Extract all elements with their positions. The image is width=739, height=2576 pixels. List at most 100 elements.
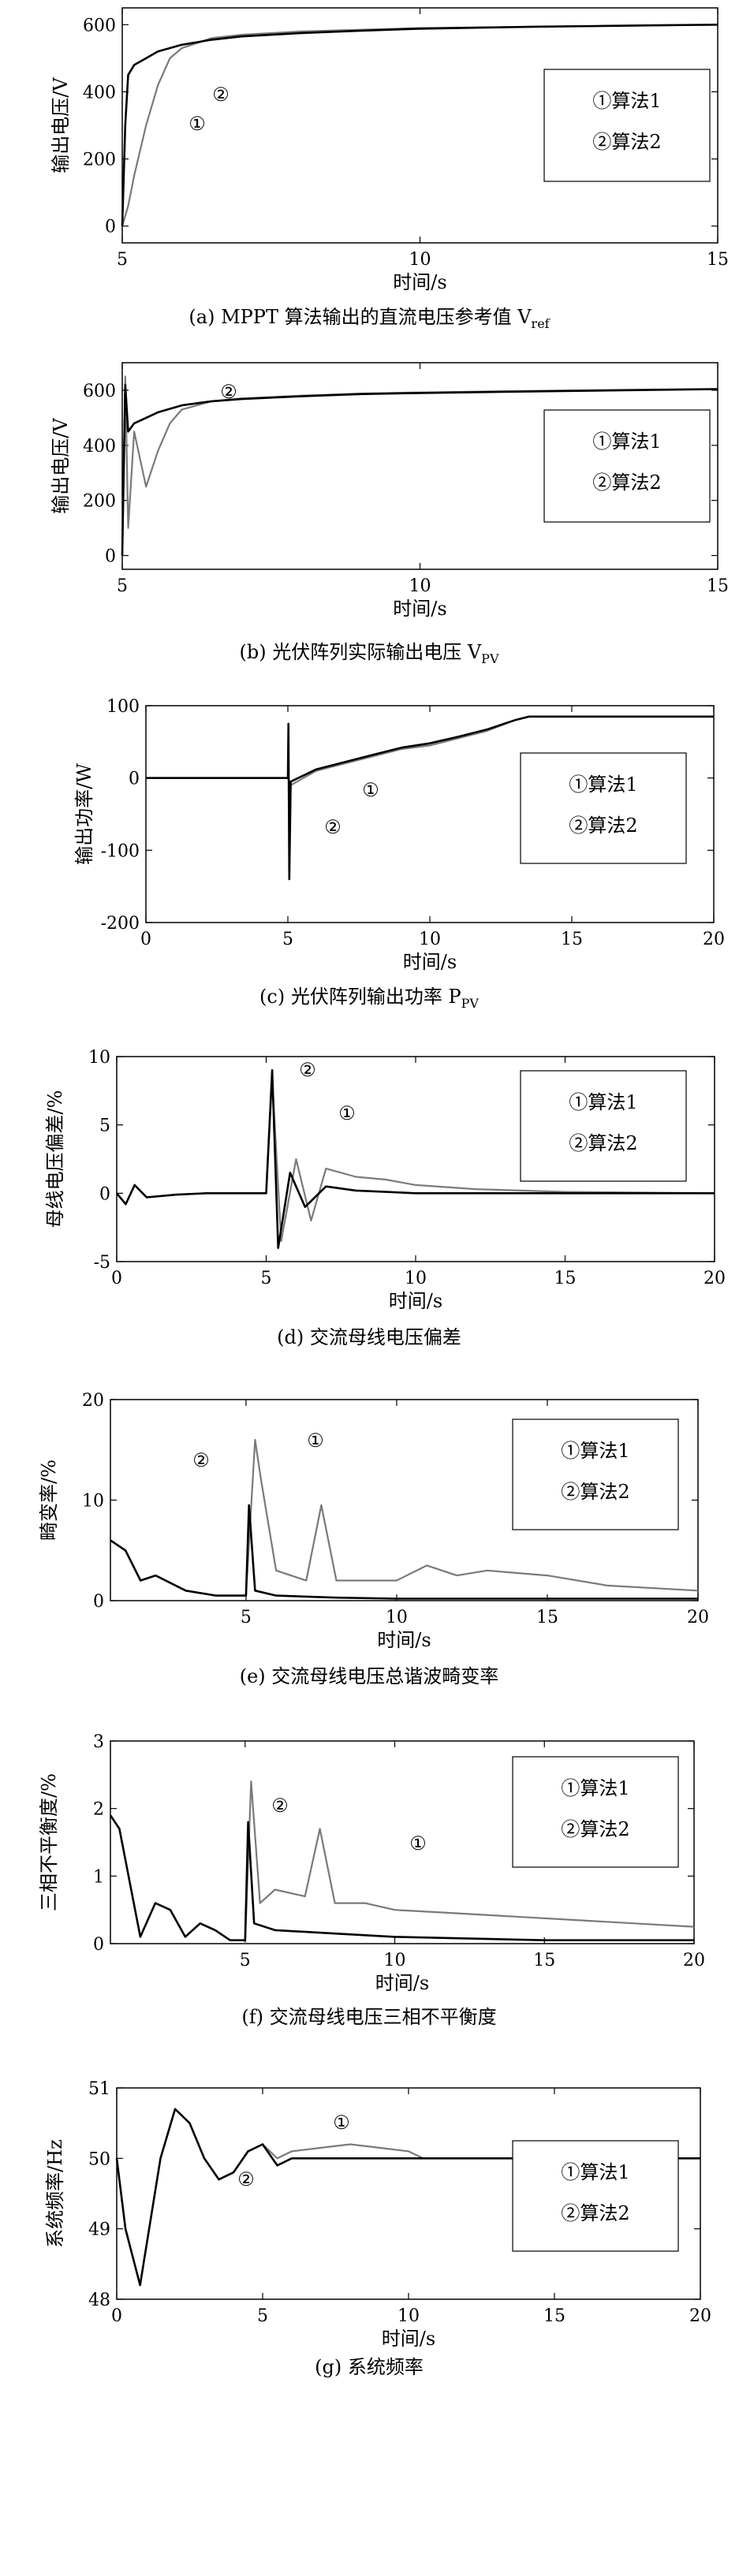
y-tick-label: 200 xyxy=(83,151,116,170)
y-tick-label: 48 xyxy=(88,2291,110,2310)
legend-entry: ①算法1 xyxy=(569,774,637,796)
figure-caption: (d) 交流母线电压偏差 xyxy=(277,1326,461,1348)
x-tick-label: 5 xyxy=(257,2306,268,2326)
legend-entry: ②算法2 xyxy=(569,815,637,837)
y-axis-label: 母线电压偏差/% xyxy=(44,1090,66,1228)
series-line-2 xyxy=(110,1504,698,1600)
y-tick-label: 200 xyxy=(83,492,116,512)
legend-entry: ①算法1 xyxy=(561,1440,629,1462)
series-line-2 xyxy=(109,1814,694,1941)
y-tick-label: 0 xyxy=(99,1184,110,1204)
annotation-marker: ① xyxy=(333,2112,350,2134)
annotation-marker: ② xyxy=(220,381,237,403)
x-tick-label: 5 xyxy=(117,250,128,270)
legend-entry: ①算法1 xyxy=(592,90,661,112)
x-tick-label: 10 xyxy=(409,250,431,270)
y-axis-label: 输出功率/W xyxy=(73,763,95,865)
y-tick-label: 0 xyxy=(93,1592,104,1612)
x-tick-label: 20 xyxy=(689,2306,711,2326)
annotation-marker: ② xyxy=(271,1795,289,1817)
annotation-marker: ① xyxy=(338,1102,356,1124)
chart-a: 5 10 15 0 200 400 600 时间/s 输出电压/V ②① ①算法1 ②算法2 (a) M… xyxy=(50,7,729,331)
x-axis-label: 时间/s xyxy=(393,598,446,620)
y-tick-label: 0 xyxy=(129,770,140,789)
figure-caption: (c) 光伏阵列输出功率 PPV xyxy=(259,986,479,1011)
legend-entry: ②算法2 xyxy=(592,472,661,494)
chart-g: 0 5 10 15 20 48 49 50 51 时间/s 系统频率/Hz ① ② ①算法1 ②算法2 (g)… xyxy=(44,2079,711,2378)
x-tick-label: 15 xyxy=(707,576,729,596)
legend-entry: ②算法2 xyxy=(561,1481,629,1503)
x-tick-label: 20 xyxy=(683,1951,705,1970)
x-axis-label: 时间/s xyxy=(377,1629,431,1651)
legend-entry: ①算法1 xyxy=(569,1091,637,1113)
legend-entry: ①算法1 xyxy=(561,1777,629,1799)
x-axis-label: 时间/s xyxy=(375,1972,429,1994)
chart-b: 5 10 15 0 200 400 600 时间/s 输出电压/V ② ①算法1 ②算法2 (b) 光伏… xyxy=(50,362,729,666)
x-axis-label: 时间/s xyxy=(382,2328,435,2350)
chart-c: 0 5 10 15 20 -200 -100 0 100 时间/s 输出功率/W ①② ①算法1 ②算法2… xyxy=(73,697,725,1011)
y-tick-label: 1 xyxy=(93,1867,104,1887)
x-tick-label: 10 xyxy=(386,1608,408,1627)
chart-f: 5 10 15 20 0 1 2 3 时间/s 三相不平衡度/% ② ① ①算法1 ②算法2 (f) 交流母… xyxy=(38,1732,705,2028)
legend-entry: ②算法2 xyxy=(569,1132,637,1154)
x-tick-label: 10 xyxy=(419,930,441,949)
y-tick-label: 0 xyxy=(93,1935,104,1955)
legend-entry: ①算法1 xyxy=(592,431,661,453)
x-tick-label: 20 xyxy=(687,1608,709,1627)
y-tick-label: 50 xyxy=(88,2149,110,2169)
x-tick-label: 5 xyxy=(261,1269,272,1288)
legend-box xyxy=(543,409,711,523)
y-tick-label: 5 xyxy=(99,1117,110,1136)
series-line-2 xyxy=(121,24,718,226)
x-tick-label: 5 xyxy=(240,1951,251,1970)
annotation-marker: ① xyxy=(409,1832,427,1855)
plot-frame xyxy=(110,1740,695,1944)
x-tick-label: 10 xyxy=(384,1951,406,1970)
y-tick-label: 400 xyxy=(83,437,116,457)
y-tick-label: 10 xyxy=(82,1492,104,1512)
figure-caption: (b) 光伏阵列实际输出电压 VPV xyxy=(239,641,498,666)
annotation-marker: ① xyxy=(362,779,379,801)
annotation-marker: ① xyxy=(307,1430,324,1452)
y-axis-label: 畸变率/% xyxy=(38,1459,60,1541)
x-tick-label: 10 xyxy=(405,1269,427,1288)
x-tick-label: 20 xyxy=(703,930,725,949)
x-tick-label: 15 xyxy=(554,1269,577,1288)
annotation-marker: ② xyxy=(192,1449,210,1471)
x-tick-label: 0 xyxy=(111,2306,122,2326)
y-tick-label: 600 xyxy=(83,16,116,35)
figure-caption: (e) 交流母线电压总谐波畸变率 xyxy=(240,1665,499,1687)
annotation-marker: ① xyxy=(188,113,206,135)
caption-subscript: PV xyxy=(481,651,499,666)
series-line-2 xyxy=(146,715,714,881)
annotation-marker: ② xyxy=(237,2168,255,2190)
figure-caption: (f) 交流母线电压三相不平衡度 xyxy=(241,2006,496,2028)
figure-caption: (g) 系统频率 xyxy=(315,2356,424,2378)
x-tick-label: 0 xyxy=(140,930,151,949)
x-tick-label: 15 xyxy=(536,1608,558,1627)
y-tick-label: 400 xyxy=(83,83,116,103)
legend-box xyxy=(543,69,711,182)
x-tick-label: 10 xyxy=(409,576,431,596)
y-tick-label: -100 xyxy=(101,841,140,861)
figure-caption: (a) MPPT 算法输出的直流电压参考值 Vref xyxy=(188,306,550,331)
x-tick-label: 15 xyxy=(561,930,583,949)
x-tick-label: 15 xyxy=(707,250,729,270)
x-axis-label: 时间/s xyxy=(389,1290,442,1312)
annotation-marker: ② xyxy=(324,816,342,838)
y-tick-label: 49 xyxy=(88,2220,110,2240)
x-tick-label: 5 xyxy=(282,930,293,949)
series-line-1 xyxy=(244,1780,695,1944)
y-tick-label: 600 xyxy=(83,382,116,401)
y-axis-label: 系统频率/Hz xyxy=(44,2139,66,2248)
y-tick-label: 0 xyxy=(105,218,116,237)
y-tick-label: 51 xyxy=(88,2079,110,2099)
legend-entry: ②算法2 xyxy=(592,131,661,153)
x-tick-label: 5 xyxy=(117,576,128,596)
legend-entry: ②算法2 xyxy=(561,1818,629,1840)
y-tick-label: 10 xyxy=(88,1048,110,1068)
x-axis-label: 时间/s xyxy=(403,951,457,973)
y-tick-label: 20 xyxy=(82,1391,104,1411)
y-tick-label: -5 xyxy=(94,1253,110,1273)
